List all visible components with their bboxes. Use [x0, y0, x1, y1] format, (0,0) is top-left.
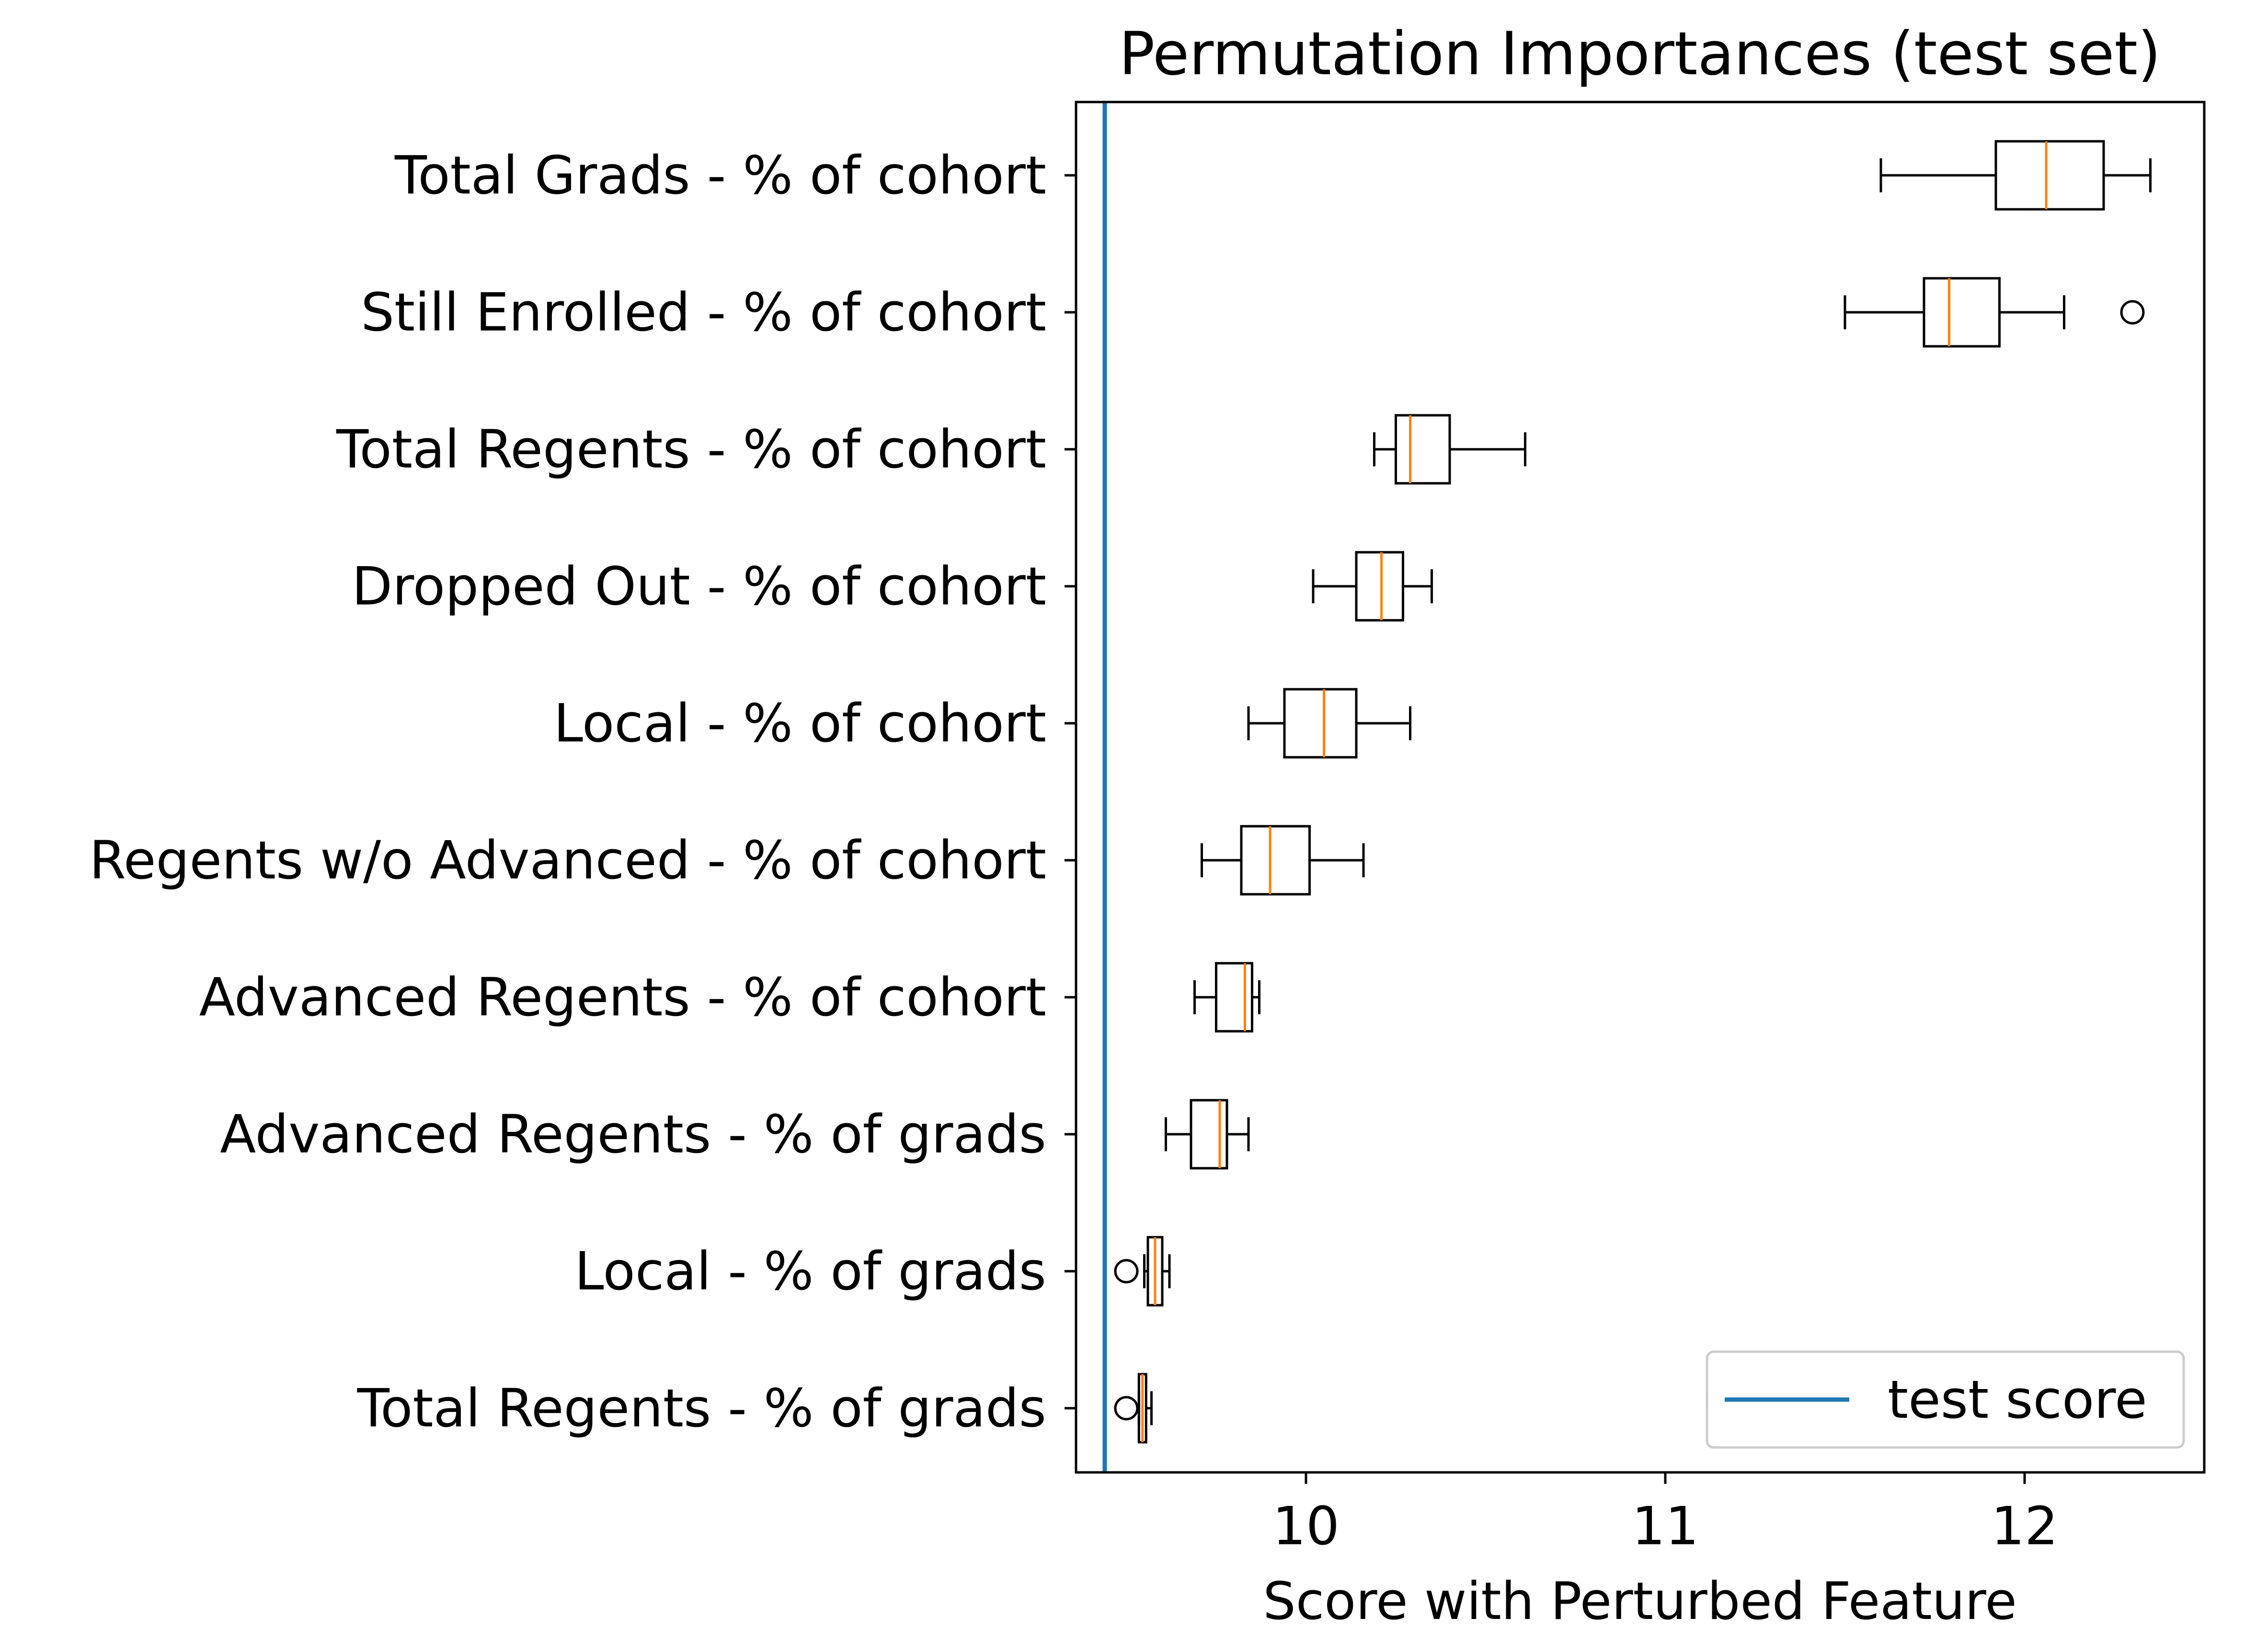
box-5	[1201, 825, 1365, 896]
box-0	[1879, 140, 2152, 211]
box-3	[1312, 551, 1433, 622]
iqr-box	[1215, 962, 1253, 1033]
outlier-point	[1114, 1396, 1139, 1421]
iqr-box	[1240, 825, 1311, 896]
chart-title: Permutation Importances (test set)	[1119, 20, 2161, 89]
outlier-point	[2120, 300, 2145, 325]
y-tick-label: Total Grads - % of cohort	[394, 145, 1046, 206]
legend-label-test-score: test score	[1888, 1369, 2147, 1430]
y-tick-label: Total Regents - % of cohort	[336, 419, 1046, 480]
y-axis: Total Grads - % of cohort Still Enrolled …	[89, 145, 1076, 1439]
y-tick-label: Advanced Regents - % of grads	[220, 1104, 1046, 1165]
box-7	[1165, 1099, 1250, 1170]
x-axis-label: Score with Perturbed Feature	[1263, 1572, 2017, 1631]
x-tick-label: 11	[1632, 1495, 1699, 1557]
iqr-box	[1923, 277, 2001, 348]
box-1	[1844, 277, 2145, 348]
y-tick-label: Advanced Regents - % of cohort	[199, 967, 1046, 1028]
box-4	[1247, 688, 1411, 759]
plot-frame	[1075, 101, 2206, 1474]
box-6	[1193, 962, 1260, 1033]
box-9	[1114, 1373, 1153, 1444]
legend: test score	[1706, 1350, 2185, 1449]
iqr-box	[1283, 688, 1358, 759]
y-tick-label: Local - % of cohort	[554, 693, 1046, 754]
outlier-point	[1114, 1259, 1139, 1284]
x-tick-label: 10	[1272, 1495, 1340, 1557]
box-2	[1373, 414, 1526, 485]
iqr-box	[1994, 140, 2105, 211]
y-tick-label: Still Enrolled - % of cohort	[361, 282, 1046, 343]
iqr-box	[1190, 1099, 1228, 1170]
x-tick-label: 12	[1991, 1495, 2058, 1557]
iqr-box	[1395, 414, 1451, 485]
y-tick-label: Regents w/o Advanced - % of cohort	[89, 830, 1046, 891]
plot-area	[1102, 102, 2152, 1472]
box-8	[1114, 1236, 1171, 1307]
y-tick-label: Total Regents - % of grads	[357, 1378, 1046, 1439]
y-tick-label: Dropped Out - % of cohort	[352, 556, 1046, 617]
legend-frame	[1706, 1350, 2185, 1449]
iqr-box	[1355, 551, 1404, 622]
y-tick-label: Local - % of grads	[574, 1241, 1046, 1302]
x-axis: 10 11 12	[1272, 1472, 2058, 1557]
